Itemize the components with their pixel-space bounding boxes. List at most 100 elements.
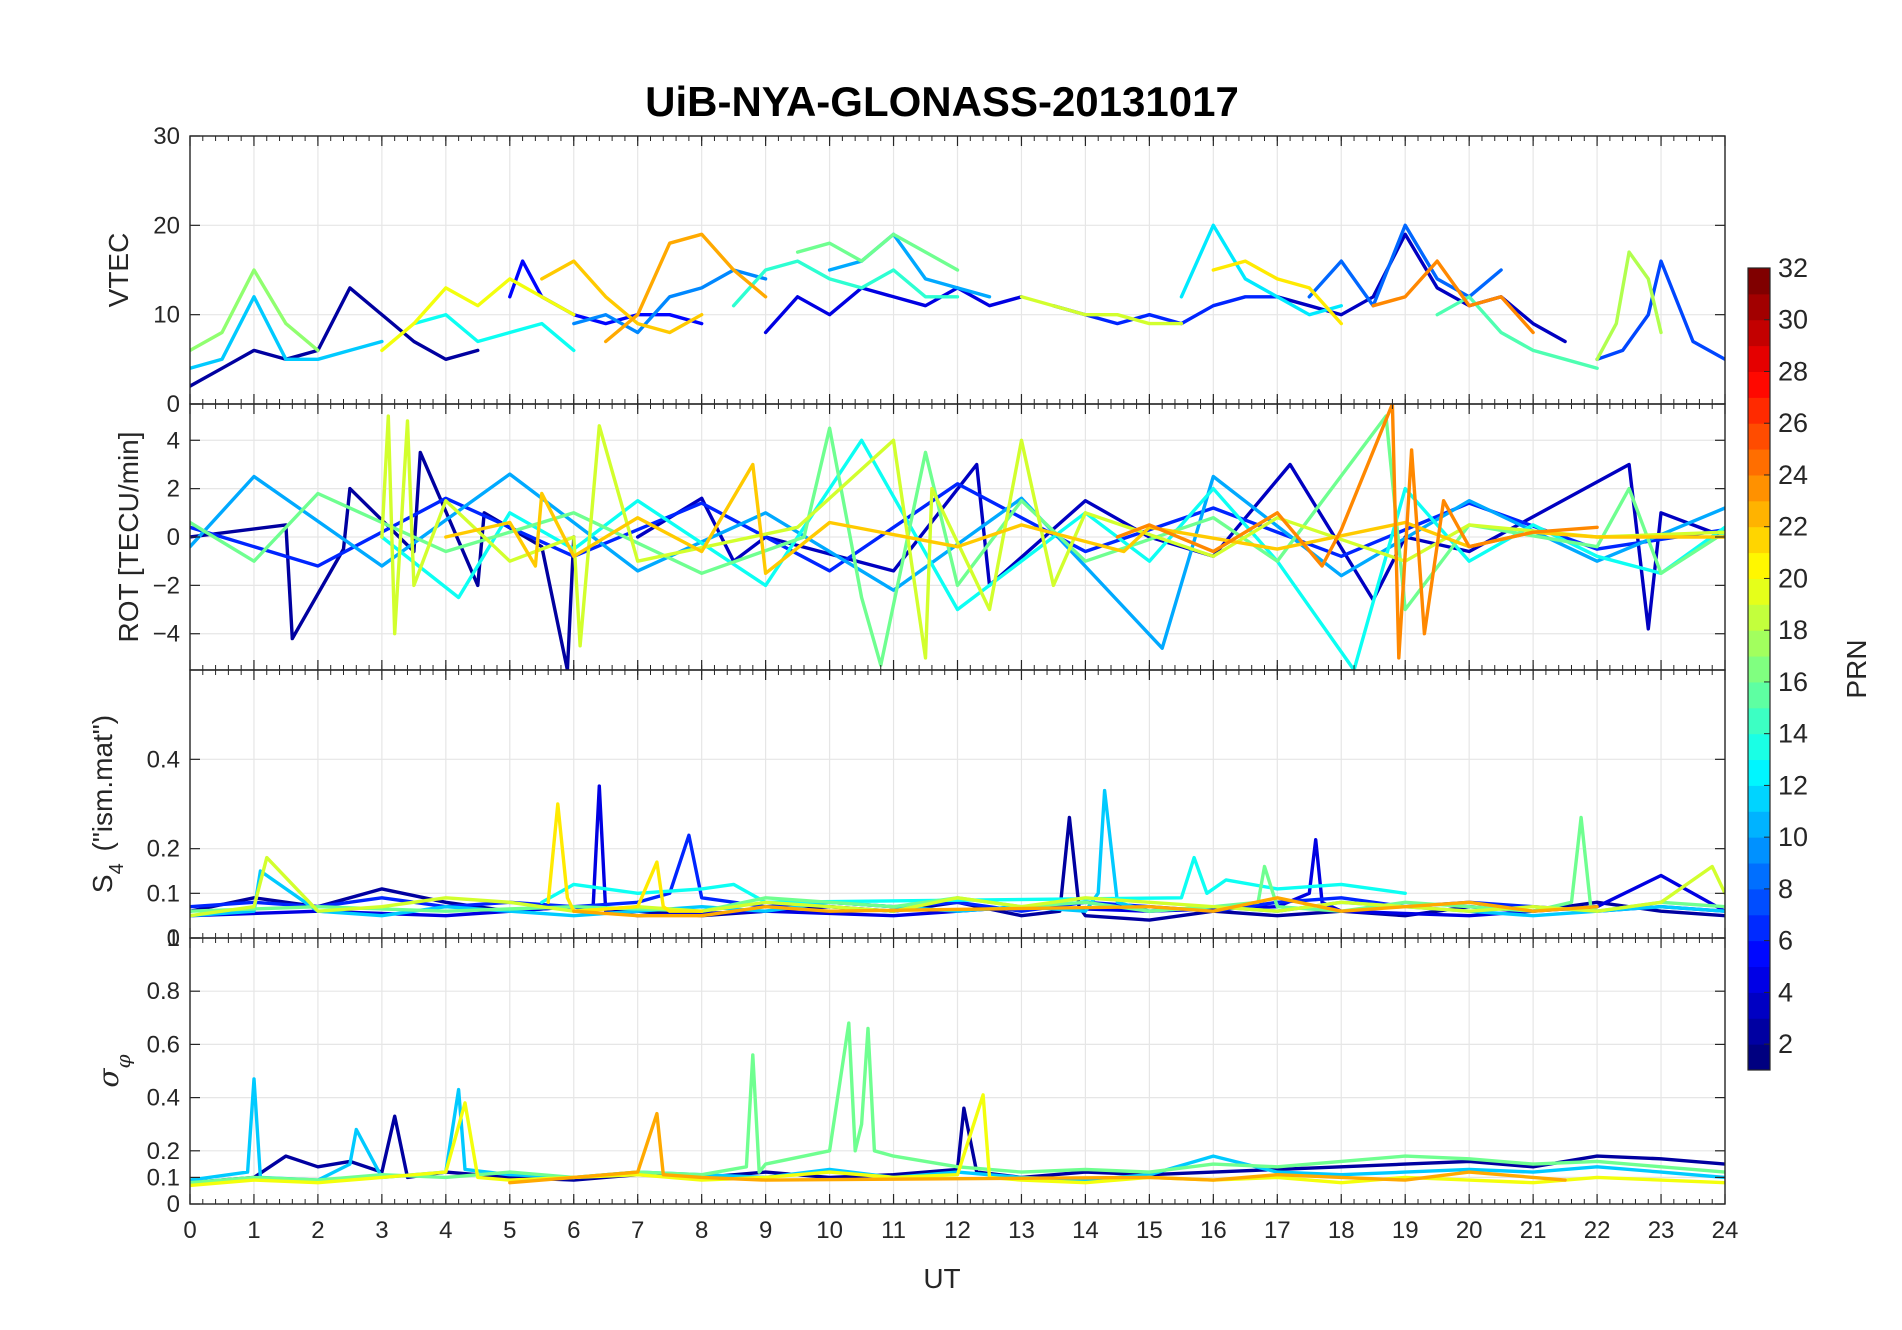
colorbar-swatch [1748, 319, 1770, 347]
series-line-prn-22 [540, 259, 704, 335]
x-tick-label: 24 [1712, 1217, 1739, 1244]
series-line-prn-2 [190, 450, 576, 670]
series-line-prn-13 [412, 313, 576, 353]
colorbar-tick-label: 2 [1778, 1029, 1793, 1059]
colorbar-swatch [1748, 578, 1770, 605]
colorbar-label: PRN [1841, 639, 1872, 698]
x-tick-label: 5 [503, 1217, 516, 1244]
series-line-prn-13 [540, 855, 1407, 904]
series-line-prn-17 [190, 268, 320, 353]
x-tick-label: 22 [1584, 1217, 1611, 1244]
y-tick-label: 0.1 [147, 1164, 180, 1191]
y-tick-label: 0.4 [147, 746, 180, 773]
x-tick-label: 12 [944, 1217, 971, 1244]
x-tick-label: 10 [816, 1217, 843, 1244]
x-tick-label: 3 [375, 1217, 388, 1244]
x-tick-label: 13 [1008, 1217, 1035, 1244]
colorbar-tick-label: 28 [1778, 356, 1808, 386]
series-line-prn-2 [190, 286, 480, 388]
axes-frame [189, 937, 1726, 1205]
y-tick-label: 4 [167, 427, 180, 454]
colorbar-swatch [1748, 604, 1770, 631]
series-line-prn-21 [546, 802, 704, 913]
series-line-prn-11 [190, 295, 384, 370]
series-line-prn-2 [190, 815, 1725, 922]
colorbar-swatch [1748, 837, 1770, 864]
series-line-prn-18 [1595, 250, 1663, 361]
colorbar-swatch [1748, 526, 1770, 554]
panel-rot: −4 −2 0 2 4 ROT [TECU/min] [113, 403, 1726, 671]
y-tick-label: 0 [167, 391, 180, 418]
series-group [190, 404, 1725, 670]
series-line-prn-16 [190, 1021, 1725, 1185]
colorbar-swatch [1748, 423, 1770, 450]
y-tick-label: 0 [167, 1191, 180, 1218]
colorbar-swatch [1748, 268, 1770, 295]
x-tick-label: 11 [881, 1217, 906, 1244]
colorbar-swatch [1748, 474, 1770, 502]
colorbar-tick-label: 12 [1778, 770, 1808, 800]
colorbar-tick-label: 18 [1778, 615, 1808, 645]
x-tick-labels: 0 1 2 3 4 5 6 7 8 9 10 11 12 13 14 15 16 17 18 19 20 21 22 23 24 [183, 1217, 1738, 1244]
x-tick-label: 6 [567, 1217, 580, 1244]
x-tick-label: 4 [439, 1217, 452, 1244]
series-line-prn-16 [190, 414, 1725, 667]
colorbar-tick-label: 10 [1778, 822, 1808, 852]
colorbar-swatch [1748, 656, 1770, 683]
y-tick-label: 1 [167, 925, 180, 952]
x-tick-label: 16 [1200, 1217, 1227, 1244]
colorbar-swatch [1748, 1018, 1770, 1045]
colorbar-tick-label: 30 [1778, 305, 1808, 335]
y-tick-label: 0 [167, 925, 180, 952]
x-tick-label: 14 [1072, 1217, 1099, 1244]
series-line-prn-10 [827, 232, 992, 299]
x-tick-label: 23 [1648, 1217, 1675, 1244]
x-tick-label: 18 [1328, 1217, 1355, 1244]
colorbar-swatch [1748, 733, 1770, 761]
x-tick-label: 17 [1264, 1217, 1291, 1244]
y-tick-label: 0.6 [147, 1031, 180, 1058]
series-line-prn-12 [1179, 223, 1344, 317]
series-line-prn-24 [1371, 259, 1535, 335]
y-tick-label: 0.2 [147, 1138, 180, 1165]
colorbar-swatch [1748, 1044, 1770, 1071]
colorbar-tick-label: 6 [1778, 926, 1793, 956]
colorbar-swatch [1748, 552, 1770, 579]
series-line-prn-23 [572, 896, 1599, 918]
colorbar-swatch [1748, 759, 1770, 786]
colorbar-swatch [1748, 500, 1770, 528]
colorbar-tick-label: 32 [1778, 253, 1808, 283]
series-line-prn-19 [380, 414, 1725, 660]
y-tick-label: 0.4 [147, 1085, 180, 1112]
x-tick-label: 8 [695, 1217, 708, 1244]
colorbar-swatch [1748, 914, 1770, 942]
x-tick-label: 1 [247, 1217, 260, 1244]
x-tick-label: 19 [1392, 1217, 1419, 1244]
panel-vtec: 0 10 20 30 VTEC [103, 123, 1726, 418]
series-line-prn-14 [731, 259, 960, 308]
colorbar-swatch [1748, 681, 1770, 709]
x-tick-label: 15 [1136, 1217, 1163, 1244]
y-tick-label: −4 [153, 621, 180, 648]
x-tick-label: 2 [311, 1217, 324, 1244]
y-tick-label: −2 [153, 572, 180, 599]
colorbar-tick-label: 20 [1778, 563, 1808, 593]
series-line-prn-6 [190, 482, 1725, 573]
series-line-prn-2 [190, 1106, 1725, 1185]
series-group [190, 784, 1725, 922]
y-axis-label: VTEC [103, 233, 134, 308]
series-line-prn-24 [1115, 404, 1599, 660]
colorbar-swatch [1748, 293, 1770, 321]
colorbar-swatch [1748, 811, 1770, 838]
y-tick-label: 0.2 [147, 836, 180, 863]
series-line-prn-23 [604, 232, 768, 344]
colorbar-swatch [1748, 397, 1770, 424]
colorbar-tick-label: 24 [1778, 460, 1808, 490]
series-group [190, 223, 1725, 388]
colorbar-swatch [1748, 888, 1770, 916]
y-axis-label: ROT [TECU/min] [113, 431, 144, 642]
x-tick-label: 21 [1520, 1217, 1547, 1244]
